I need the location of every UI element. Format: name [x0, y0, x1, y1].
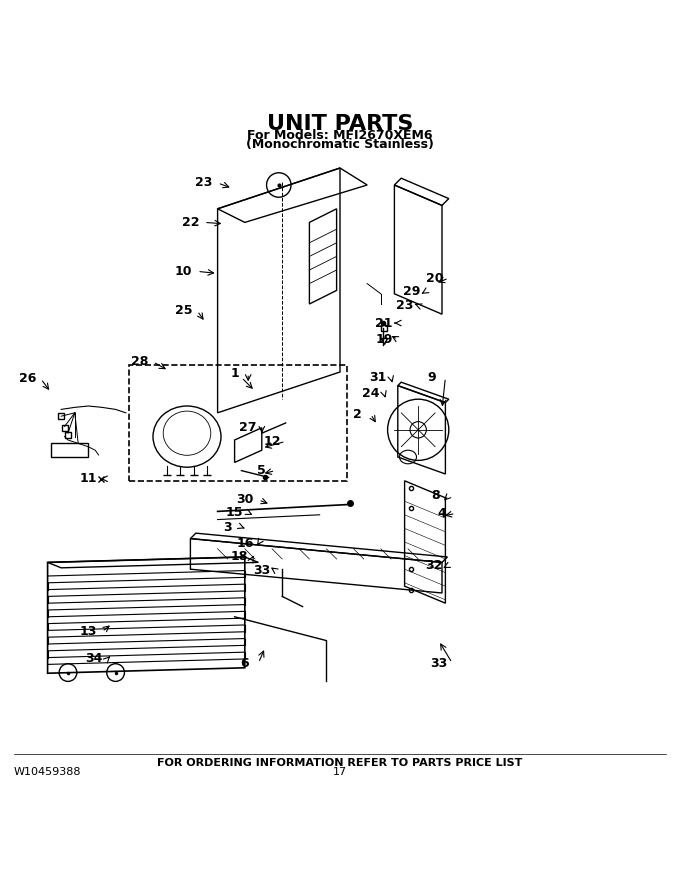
Text: 19: 19	[375, 333, 393, 346]
Text: 27: 27	[239, 422, 257, 434]
Text: 30: 30	[236, 494, 254, 506]
Text: 32: 32	[425, 560, 443, 572]
Text: 15: 15	[226, 506, 243, 519]
Text: 1: 1	[231, 367, 239, 380]
Text: 33: 33	[430, 656, 447, 670]
Text: 9: 9	[428, 371, 436, 384]
Text: 26: 26	[18, 372, 36, 385]
Text: 28: 28	[131, 356, 148, 369]
Text: 12: 12	[263, 435, 281, 448]
Text: 8: 8	[431, 489, 439, 502]
Text: W10459388: W10459388	[14, 766, 81, 777]
Text: FOR ORDERING INFORMATION REFER TO PARTS PRICE LIST: FOR ORDERING INFORMATION REFER TO PARTS …	[157, 758, 523, 768]
Text: 31: 31	[369, 371, 386, 384]
Text: 6: 6	[241, 656, 249, 670]
Text: (Monochromatic Stainless): (Monochromatic Stainless)	[246, 138, 434, 151]
Text: 33: 33	[253, 564, 271, 577]
Bar	[129, 365, 347, 480]
Text: 10: 10	[175, 265, 192, 278]
Text: UNIT PARTS: UNIT PARTS	[267, 114, 413, 134]
Text: 23: 23	[396, 299, 413, 312]
Text: 4: 4	[438, 507, 446, 520]
Text: 2: 2	[353, 407, 361, 421]
Text: 17: 17	[333, 766, 347, 777]
Text: 29: 29	[403, 285, 420, 298]
Text: 11: 11	[80, 473, 97, 485]
Text: 5: 5	[258, 464, 266, 477]
Text: 24: 24	[362, 387, 379, 400]
Text: 34: 34	[85, 652, 103, 665]
Text: 22: 22	[182, 216, 199, 229]
Text: 23: 23	[195, 177, 213, 189]
Text: 25: 25	[175, 304, 192, 318]
Text: 18: 18	[231, 551, 248, 563]
Text: For Models: MFI2670XEM6: For Models: MFI2670XEM6	[248, 128, 432, 142]
Text: 3: 3	[224, 521, 232, 533]
Bar	[51, 444, 88, 457]
Text: 20: 20	[426, 272, 444, 284]
Text: 16: 16	[236, 537, 254, 550]
Text: 21: 21	[375, 317, 393, 329]
Text: 13: 13	[80, 626, 97, 638]
